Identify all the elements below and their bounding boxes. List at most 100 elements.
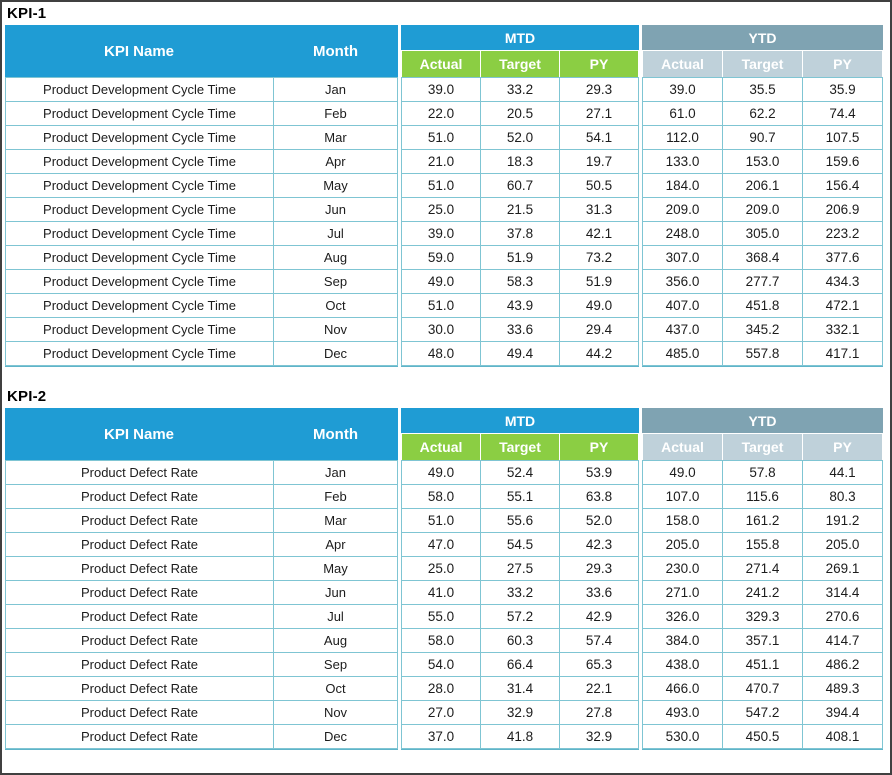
mtd-actual-cell: 51.0 [402, 126, 480, 149]
mtd-target-cell: 54.5 [481, 533, 559, 556]
ytd-py-cell: 191.2 [803, 509, 882, 532]
mtd-actual-cell: 25.0 [402, 198, 480, 221]
ytd-target-cell: 451.1 [723, 653, 802, 676]
table-header: KPI Name Month MTD Actual Target PY YTD Ac… [5, 25, 883, 77]
ytd-py-cell: 472.1 [803, 294, 882, 317]
month-cell: Jul [274, 605, 397, 628]
ytd-target-cell: 153.0 [723, 150, 802, 173]
ytd-py-cell: 434.3 [803, 270, 882, 293]
ytd-actual-cell: 437.0 [643, 318, 722, 341]
ytd-py-cell: 44.1 [803, 461, 882, 484]
ytd-target-cell: 345.2 [723, 318, 802, 341]
ytd-py-cell: 269.1 [803, 557, 882, 580]
ytd-py-cell: 205.0 [803, 533, 882, 556]
ytd-subheader-actual: Actual [643, 51, 722, 77]
header-group-mtd: MTD Actual Target PY [401, 408, 639, 460]
kpi-name-cell: Product Defect Rate [6, 557, 273, 580]
month-cell: May [274, 557, 397, 580]
mtd-actual-cell: 21.0 [402, 150, 480, 173]
mtd-py-cell: 29.4 [560, 318, 638, 341]
ytd-target-cell: 547.2 [723, 701, 802, 724]
mtd-subheader-py: PY [560, 434, 638, 460]
kpi-block-title: KPI-2 [7, 388, 47, 405]
kpi-table: KPI Name Month MTD Actual Target PY YTD Ac… [5, 25, 883, 367]
month-cell: Sep [274, 270, 397, 293]
ytd-actual-cell: 271.0 [643, 581, 722, 604]
ytd-subheader-row: Actual Target PY [642, 433, 883, 460]
ytd-py-cell: 489.3 [803, 677, 882, 700]
mtd-actual-cell: 41.0 [402, 581, 480, 604]
mtd-target-cell: 41.8 [481, 725, 559, 748]
mtd-actual-cell: 58.0 [402, 629, 480, 652]
kpi-name-cell: Product Development Cycle Time [6, 342, 273, 365]
ytd-actual-cell: 326.0 [643, 605, 722, 628]
mtd-actual-cell: 51.0 [402, 509, 480, 532]
mtd-target-cell: 37.8 [481, 222, 559, 245]
month-cell: Mar [274, 509, 397, 532]
kpi-table: KPI Name Month MTD Actual Target PY YTD Ac… [5, 408, 883, 750]
month-cell: Apr [274, 150, 397, 173]
mtd-band-label: MTD [401, 408, 639, 433]
header-left-block: KPI Name Month [5, 408, 398, 460]
kpi-name-cell: Product Development Cycle Time [6, 150, 273, 173]
ytd-target-cell: 57.8 [723, 461, 802, 484]
ytd-py-cell: 156.4 [803, 174, 882, 197]
mtd-actual-cell: 27.0 [402, 701, 480, 724]
header-left-block: KPI Name Month [5, 25, 398, 77]
ytd-subheader-actual: Actual [643, 434, 722, 460]
mtd-target-cell: 33.2 [481, 581, 559, 604]
ytd-py-cell: 414.7 [803, 629, 882, 652]
ytd-py-cell: 394.4 [803, 701, 882, 724]
mtd-py-cell: 49.0 [560, 294, 638, 317]
mtd-target-cell: 57.2 [481, 605, 559, 628]
mtd-actual-cell: 47.0 [402, 533, 480, 556]
ytd-target-cell: 241.2 [723, 581, 802, 604]
kpi-block: KPI-2 KPI Name Month MTD Actual Target PY … [5, 388, 890, 750]
mtd-actual-cell: 59.0 [402, 246, 480, 269]
ytd-py-cell: 270.6 [803, 605, 882, 628]
month-cell: Aug [274, 246, 397, 269]
mtd-target-cell: 31.4 [481, 677, 559, 700]
mtd-py-cell: 42.1 [560, 222, 638, 245]
kpi-name-cell: Product Defect Rate [6, 605, 273, 628]
kpi-name-cell: Product Development Cycle Time [6, 126, 273, 149]
ytd-subheader-target: Target [723, 51, 802, 77]
body-section-mtd: 39.0 33.2 29.3 22.0 20.5 27.1 51.0 52.0 54.1 21.0… [401, 77, 639, 367]
mtd-py-cell: 27.8 [560, 701, 638, 724]
column-header-kpi-name: KPI Name [103, 42, 175, 60]
column-header-kpi-name: KPI Name [103, 425, 175, 443]
ytd-target-cell: 329.3 [723, 605, 802, 628]
ytd-target-cell: 305.0 [723, 222, 802, 245]
header-group-ytd: YTD Actual Target PY [642, 408, 883, 460]
mtd-subheader-target: Target [481, 51, 559, 77]
ytd-actual-cell: 49.0 [643, 461, 722, 484]
mtd-py-cell: 22.1 [560, 677, 638, 700]
kpi-name-cell: Product Defect Rate [6, 485, 273, 508]
body-section-ytd: 49.0 57.8 44.1 107.0 115.6 80.3 158.0 161.2 191.… [642, 460, 883, 750]
ytd-target-cell: 357.1 [723, 629, 802, 652]
ytd-target-cell: 161.2 [723, 509, 802, 532]
mtd-actual-cell: 37.0 [402, 725, 480, 748]
kpi-name-cell: Product Development Cycle Time [6, 174, 273, 197]
header-group-ytd: YTD Actual Target PY [642, 25, 883, 77]
mtd-target-cell: 55.1 [481, 485, 559, 508]
table-body: Product Defect Rate Jan Product Defect Rat… [5, 460, 883, 750]
month-cell: Nov [274, 701, 397, 724]
ytd-target-cell: 155.8 [723, 533, 802, 556]
ytd-target-cell: 90.7 [723, 126, 802, 149]
mtd-actual-cell: 51.0 [402, 174, 480, 197]
month-cell: Jan [274, 461, 397, 484]
ytd-target-cell: 450.5 [723, 725, 802, 748]
body-section-ytd: 39.0 35.5 35.9 61.0 62.2 74.4 112.0 90.7 107.5 13… [642, 77, 883, 367]
month-cell: Oct [274, 677, 397, 700]
ytd-band-label: YTD [642, 408, 883, 433]
month-cell: Dec [274, 725, 397, 748]
ytd-py-cell: 486.2 [803, 653, 882, 676]
ytd-actual-cell: 493.0 [643, 701, 722, 724]
ytd-actual-cell: 230.0 [643, 557, 722, 580]
ytd-actual-cell: 485.0 [643, 342, 722, 365]
month-cell: Jul [274, 222, 397, 245]
mtd-py-cell: 57.4 [560, 629, 638, 652]
mtd-target-cell: 33.6 [481, 318, 559, 341]
kpi-block: KPI-1 KPI Name Month MTD Actual Target PY … [5, 5, 890, 367]
